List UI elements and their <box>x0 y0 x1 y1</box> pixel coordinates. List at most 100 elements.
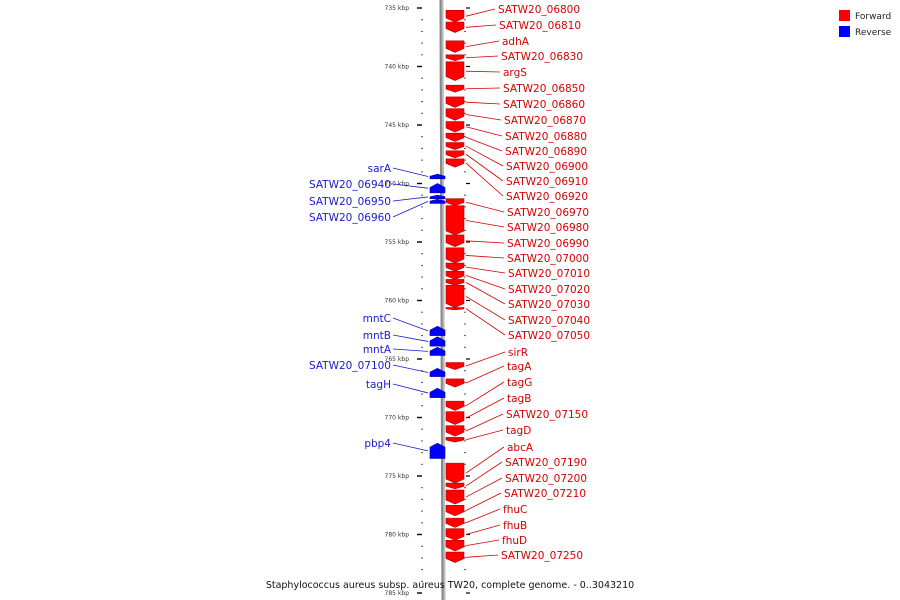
forward-gene-arrow <box>445 284 465 308</box>
tick-label: 785 kbp <box>385 590 410 597</box>
forward-gene-arrow <box>445 425 465 437</box>
forward-leader-line <box>465 201 505 213</box>
forward-gene-label: fhuD <box>502 535 527 547</box>
forward-gene-arrow <box>445 234 465 248</box>
forward-gene-label: SATW20_06830 <box>501 51 583 63</box>
forward-gene-label: SATW20_06920 <box>506 191 588 203</box>
forward-gene-arrow <box>445 411 465 425</box>
tick-label: 750 kbp <box>385 181 410 188</box>
forward-gene-arrow <box>445 262 465 272</box>
forward-gene-arrow <box>445 54 465 61</box>
forward-gene-label: SATW20_06850 <box>503 83 585 95</box>
forward-gene-arrow <box>445 142 465 150</box>
reverse-leader-line <box>392 334 429 342</box>
tick-label: 760 kbp <box>385 298 410 305</box>
gene-labels: SATW20_06800 SATW20_06810 adhA SATW20_06830… <box>309 4 590 562</box>
forward-leader-line <box>465 162 504 197</box>
forward-gene-label: SATW20_07150 <box>506 409 588 421</box>
forward-gene-arrow <box>445 96 465 108</box>
forward-gene-arrow <box>445 279 465 286</box>
reverse-gene-label: mntA <box>363 344 392 356</box>
forward-gene-label: SATW20_07030 <box>508 299 590 311</box>
forward-leader-line <box>465 24 497 28</box>
reverse-gene-arrow <box>429 387 446 398</box>
forward-gene-arrow <box>445 551 465 563</box>
forward-gene-arrow <box>445 517 465 528</box>
backbone-line <box>439 0 444 600</box>
tick-label: 780 kbp <box>385 532 410 539</box>
forward-leader-line <box>465 255 505 259</box>
label-leader-lines <box>392 8 506 558</box>
scale-ticks: 735 kbp 740 kbp 745 kbp 750 kbp 755 kbp 760 k… <box>385 5 470 597</box>
forward-gene-arrow <box>445 504 465 517</box>
forward-gene-arrow <box>445 121 465 133</box>
forward-gene-arrow <box>445 108 465 121</box>
forward-leader-line <box>465 446 505 474</box>
reverse-gene-arrow <box>429 173 446 180</box>
forward-leader-line <box>465 397 505 419</box>
reverse-gene-arrow <box>429 325 446 336</box>
forward-leader-line <box>465 539 500 547</box>
forward-gene-label: SATW20_06990 <box>507 238 589 250</box>
forward-gene-label: SATW20_07010 <box>508 268 590 280</box>
forward-gene-arrow <box>445 307 465 311</box>
forward-gene-arrow <box>445 61 465 81</box>
tick-label: 775 kbp <box>385 473 410 480</box>
reverse-leader-line <box>392 348 429 352</box>
forward-gene-label: sirR <box>508 347 528 359</box>
forward-leader-line <box>465 70 501 73</box>
tick-label: 740 kbp <box>385 64 410 71</box>
forward-gene-label: SATW20_06870 <box>504 115 586 127</box>
forward-gene-label: SATW20_07250 <box>501 550 583 562</box>
reverse-gene-label: mntB <box>363 330 391 342</box>
tick-label: 765 kbp <box>385 356 410 363</box>
forward-leader-line <box>465 153 504 182</box>
reverse-gene-label: SATW20_07100 <box>309 360 391 372</box>
forward-leader-line <box>465 492 502 511</box>
tick-label: 735 kbp <box>385 5 410 12</box>
forward-leader-line <box>465 266 506 274</box>
forward-gene-arrow <box>445 132 465 142</box>
forward-gene-label: tagB <box>507 393 531 405</box>
forward-gene-arrow <box>445 482 465 490</box>
forward-gene-label: SATW20_06810 <box>499 20 581 32</box>
forward-gene-label: argS <box>503 67 527 79</box>
reverse-gene-arrow <box>429 442 446 459</box>
forward-gene-label: SATW20_07020 <box>508 284 590 296</box>
forward-gene-label: SATW20_06890 <box>505 146 587 158</box>
forward-gene-label: SATW20_06880 <box>505 131 587 143</box>
forward-leader-line <box>465 477 503 498</box>
forward-gene-arrow <box>445 158 465 168</box>
reverse-gene-arrow <box>429 194 446 200</box>
forward-gene-arrow <box>445 362 465 370</box>
tick-label: 770 kbp <box>385 415 410 422</box>
reverse-gene-label: SATW20_06950 <box>309 196 391 208</box>
reverse-leader-line <box>392 317 429 332</box>
forward-gene-arrow <box>445 540 465 552</box>
forward-leader-line <box>465 55 499 59</box>
reverse-gene-label: SATW20_06960 <box>309 212 391 224</box>
reverse-leader-line <box>392 442 429 452</box>
reverse-gene-arrow <box>429 183 446 194</box>
forward-leader-line <box>465 282 506 305</box>
forward-gene-label: SATW20_06910 <box>506 176 588 188</box>
reverse-gene-arrow <box>429 336 446 347</box>
forward-leader-line <box>465 524 501 535</box>
forward-gene-label: tagA <box>507 361 532 373</box>
forward-gene-label: tagD <box>506 425 531 437</box>
forward-gene-label: SATW20_06860 <box>503 99 585 111</box>
forward-gene-arrow <box>445 462 465 484</box>
forward-gene-label: SATW20_07040 <box>508 315 590 327</box>
reverse-gene-arrow <box>429 198 446 204</box>
forward-gene-label: fhuB <box>503 520 527 532</box>
forward-leader-line <box>465 351 506 367</box>
forward-gene-arrow <box>445 528 465 541</box>
forward-leader-line <box>465 40 500 48</box>
legend-forward-label: Forward <box>855 12 891 22</box>
forward-leader-line <box>465 296 506 321</box>
forward-gene-label: SATW20_06800 <box>498 4 580 16</box>
forward-gene-label: SATW20_07210 <box>504 488 586 500</box>
forward-gene-arrow <box>445 378 465 388</box>
reverse-gene-label: tagH <box>366 379 391 391</box>
